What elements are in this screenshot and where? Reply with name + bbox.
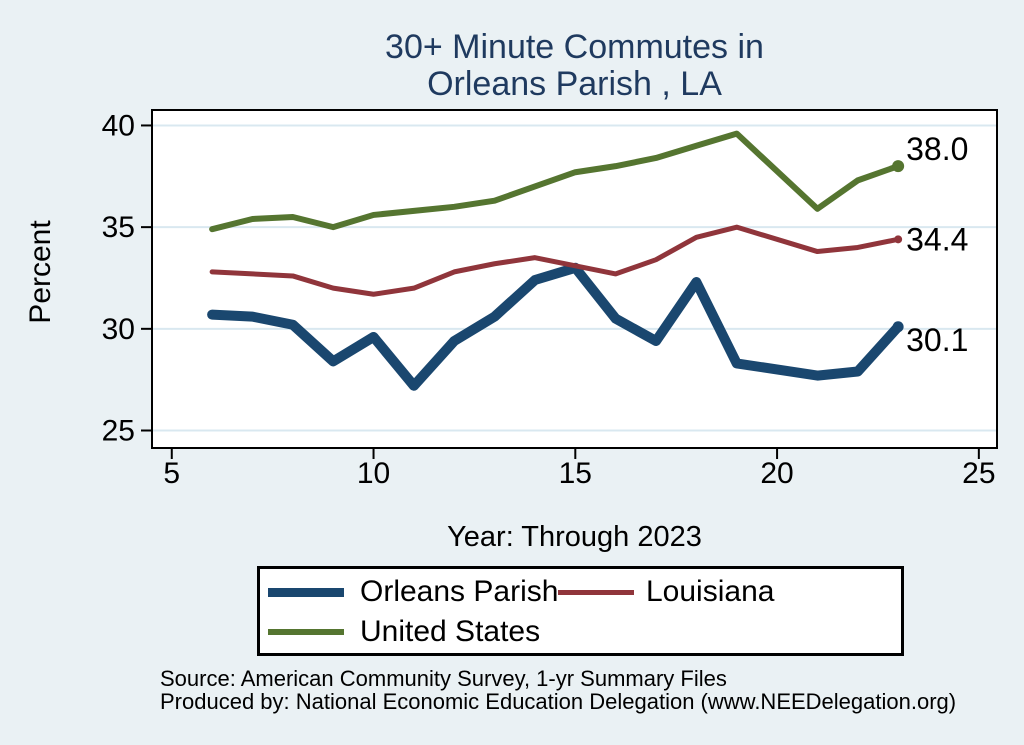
y-tick-label-35: 35	[102, 211, 135, 244]
y-tick-label-40: 40	[102, 109, 135, 142]
legend-label-orleans-parish: Orleans Parish	[360, 575, 559, 608]
y-tick-label-25: 25	[102, 415, 135, 448]
chart-legend: Orleans Parish Louisiana United States	[257, 566, 904, 656]
x-tick-label-10: 10	[357, 457, 390, 490]
x-tick-label-5: 5	[163, 457, 180, 490]
x-tick-label-15: 15	[559, 457, 592, 490]
series-end-dot-orleans-parish	[892, 321, 904, 333]
series-line-united-states	[209, 130, 902, 233]
x-tick-label-20: 20	[760, 457, 793, 490]
x-tick-label-25: 25	[962, 457, 995, 490]
source-note: Source: American Community Survey, 1-yr …	[160, 666, 727, 691]
series-end-dot-louisiana	[894, 235, 903, 244]
series-end-label-orleans-parish: 30.1	[906, 322, 968, 358]
y-axis-title: Percent	[24, 220, 57, 324]
legend-label-united-states: United States	[360, 615, 541, 648]
x-axis-title: Year: Through 2023	[447, 521, 702, 553]
legend-swatch-louisiana	[558, 590, 634, 595]
series-line-orleans-parish	[207, 262, 904, 391]
chart-title: 30+ Minute Commutes in Orleans Parish , …	[152, 29, 997, 103]
legend-label-louisiana: Louisiana	[646, 575, 775, 608]
series-end-dot-united-states	[892, 160, 905, 173]
plot-area	[152, 110, 997, 448]
legend-swatch-orleans-parish	[268, 588, 344, 597]
produced-by-note: Produced by: National Economic Education…	[160, 689, 957, 714]
series-end-label-united-states: 38.0	[906, 131, 968, 167]
chart-footer: Source: American Community Survey, 1-yr …	[160, 667, 956, 713]
legend-swatch-united-states	[268, 629, 344, 635]
series-end-label-louisiana: 34.4	[906, 221, 968, 257]
series-line-louisiana	[209, 224, 901, 297]
chart-title-line1: 30+ Minute Commutes in	[385, 28, 764, 66]
y-tick-label-30: 30	[102, 313, 135, 346]
chart-title-line2: Orleans Parish , LA	[427, 65, 722, 103]
